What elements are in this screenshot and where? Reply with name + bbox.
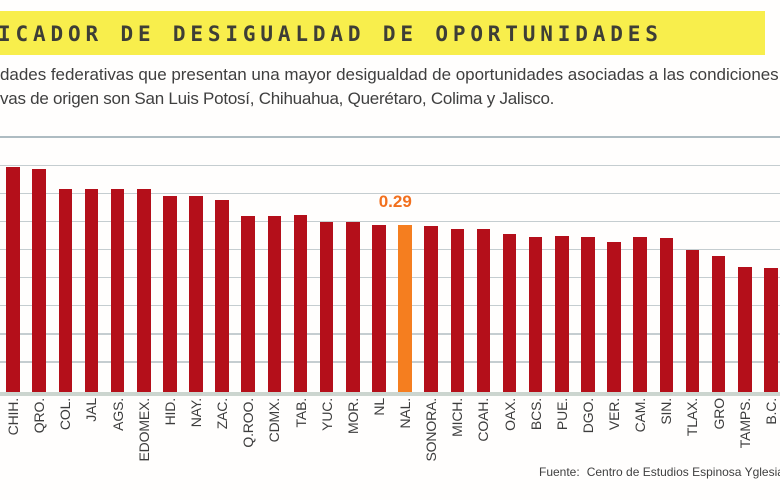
x-axis-label: CDMX.: [266, 397, 283, 442]
bar: [764, 267, 778, 392]
page-title: ICADOR DE DESIGUALDAD DE OPORTUNIDADES: [0, 21, 663, 46]
bar-highlighted: [398, 225, 412, 392]
bar: [267, 215, 282, 392]
x-axis-label: VER.: [606, 397, 623, 430]
x-axis-label: TAMPS.: [736, 397, 753, 448]
bar: [528, 236, 543, 392]
x-axis-label: MICH.: [449, 397, 466, 437]
bar: [581, 236, 595, 392]
bar: [555, 236, 569, 392]
gridline: [0, 333, 780, 335]
bar: [136, 189, 151, 392]
bar: [58, 189, 73, 392]
x-axis-label: DGO.: [579, 397, 596, 433]
x-axis-label: CHIH.: [5, 397, 22, 435]
x-axis-label: CAM.: [632, 397, 649, 432]
x-axis-label: COL.: [57, 397, 74, 430]
gridline: [0, 277, 780, 279]
bar: [685, 250, 700, 392]
x-axis-label: TAB.: [292, 397, 309, 427]
chart-top-rule: [0, 136, 780, 138]
bar: [189, 195, 203, 392]
source-line: Fuente: Centro de Estudios Espinosa Ygles…: [539, 465, 780, 479]
bar: [84, 189, 99, 392]
bar: [502, 233, 517, 392]
x-axis-label: QRO.: [31, 397, 48, 433]
x-axis-label: NAL.: [397, 397, 414, 429]
bar: [215, 199, 229, 392]
bar: [659, 237, 674, 392]
bar: [110, 189, 125, 392]
bar: [319, 221, 334, 392]
gridline: [0, 305, 780, 307]
subtitle-line-1: dades federativas que presentan una mayo…: [0, 64, 779, 84]
title-highlight-band: [0, 11, 765, 55]
x-axis-label: MOR.: [344, 397, 361, 434]
bar: [737, 267, 752, 392]
x-axis-label: GRO: [710, 397, 727, 429]
x-axis-label: PUE.: [553, 397, 570, 430]
x-axis-label: EDOMEX.: [135, 397, 152, 462]
bar: [32, 169, 47, 392]
x-axis-label: SIN.: [658, 397, 675, 425]
x-axis-label: AGS.: [109, 397, 126, 431]
bar: [345, 221, 360, 392]
bar: [163, 195, 177, 392]
highlight-value-label: 0.29: [378, 192, 412, 211]
x-axis-label: YUC.: [318, 397, 335, 431]
gridline: [0, 249, 780, 251]
gridline: [0, 165, 780, 167]
bar: [6, 166, 20, 392]
x-axis-label: BCS.: [527, 397, 544, 430]
bar: [476, 229, 491, 392]
x-axis-label: COAH.: [475, 397, 492, 442]
x-axis-label: B.C.: [762, 397, 779, 425]
gridline: [0, 361, 780, 363]
source-label: Fuente:: [539, 464, 580, 479]
bar: [607, 241, 621, 392]
bar: [241, 215, 256, 392]
x-axis-label: NL: [370, 397, 387, 416]
x-axis-label: OAX.: [501, 397, 518, 431]
x-axis-label: ZAC.: [214, 397, 231, 429]
bar: [424, 225, 438, 392]
bar: [633, 237, 647, 392]
x-axis-label: TLAX.: [684, 397, 701, 436]
bar: [450, 229, 465, 392]
source-text: Centro de Estudios Espinosa Yglesias: [586, 464, 780, 479]
x-axis-label: SONORA.: [423, 397, 440, 462]
gridline: [0, 221, 780, 223]
x-axis-label: Q.ROO.: [240, 397, 257, 448]
bar: [711, 255, 726, 392]
subtitle-line-2: vas de origen son San Luis Potosí, Chihu…: [0, 89, 555, 109]
x-axis-label: HID.: [161, 397, 178, 425]
bar: [293, 215, 308, 392]
x-axis-line: [0, 392, 780, 396]
gridline: [0, 193, 780, 195]
x-axis-label: JAL: [83, 397, 100, 422]
x-axis-label: NAY.: [188, 397, 204, 427]
subtitle: dades federativas que presentan una mayo…: [0, 63, 779, 112]
bar: [372, 224, 386, 392]
